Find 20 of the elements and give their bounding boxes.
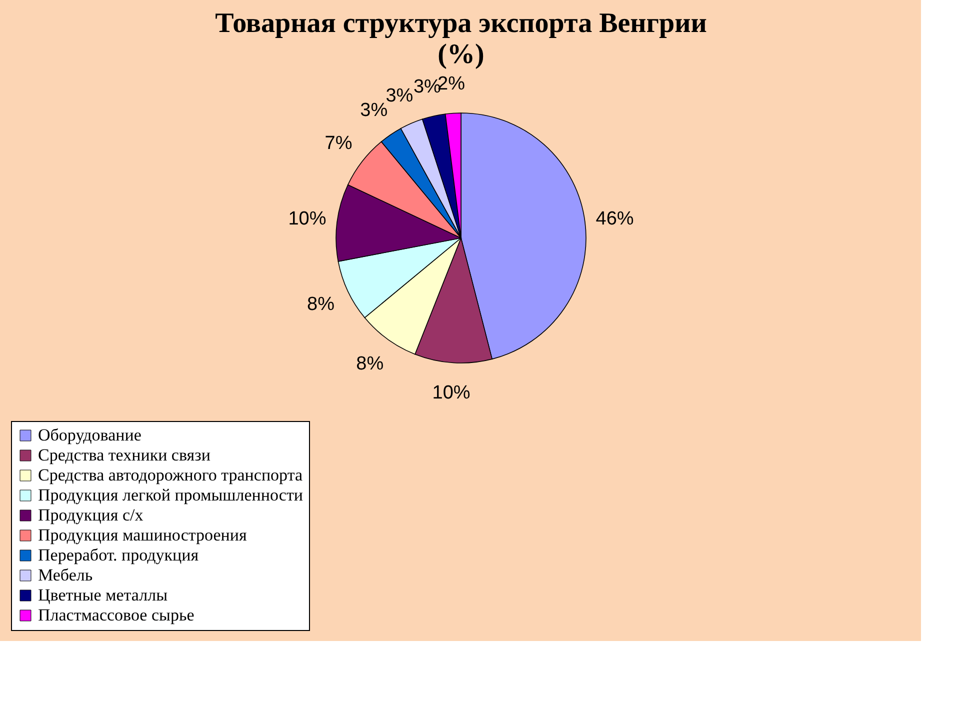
data-label: 10% xyxy=(432,382,470,404)
chart-title: Товарная структура экспорта Венгрии xyxy=(215,8,707,39)
data-label: 7% xyxy=(324,133,352,154)
legend-label: Переработ. продукция xyxy=(38,546,199,564)
data-label: 46% xyxy=(596,208,634,230)
data-label: 3% xyxy=(360,100,388,121)
legend-label: Цветные металлы xyxy=(38,586,168,604)
legend-label: Продукция легкой промышленности xyxy=(38,486,303,504)
legend-label: Продукция с/х xyxy=(38,506,144,524)
data-label: 3% xyxy=(386,86,414,107)
chart-subtitle: (%) xyxy=(438,39,484,70)
legend-label: Продукция машиностроения xyxy=(38,526,247,544)
legend-label: Мебель xyxy=(38,566,93,584)
data-label: 8% xyxy=(356,353,384,374)
legend-label: Оборудование xyxy=(38,426,142,444)
data-label: 8% xyxy=(307,294,335,315)
legend-label: Средства автодорожного транспорта xyxy=(38,466,303,484)
legend-label: Пластмассовое сырье xyxy=(38,606,194,624)
data-label: 10% xyxy=(288,208,326,230)
legend-label: Средства техники связи xyxy=(38,446,210,464)
